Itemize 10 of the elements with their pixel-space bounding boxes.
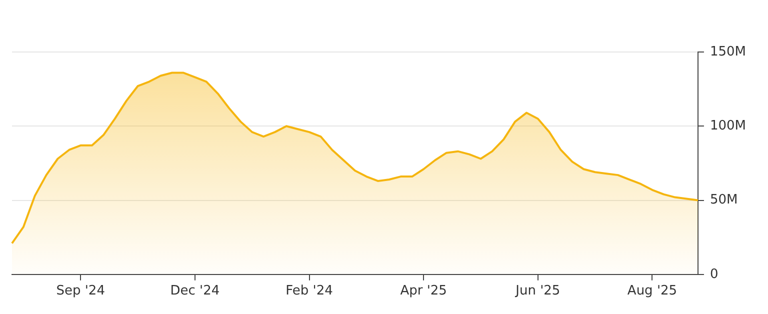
y-tick-label: 50M bbox=[710, 192, 738, 208]
x-tick-label: Aug '25 bbox=[627, 284, 678, 299]
y-tick-label: 150M bbox=[710, 44, 746, 60]
x-tick-label: Feb '24 bbox=[286, 284, 333, 299]
y-tick-label: 0 bbox=[710, 266, 718, 282]
x-tick-label: Sep '24 bbox=[56, 284, 105, 299]
x-tick-label: Jun '25 bbox=[514, 284, 560, 299]
x-tick-label: Dec '24 bbox=[170, 284, 220, 299]
x-tick-label: Apr '25 bbox=[400, 284, 447, 299]
y-tick-label: 100M bbox=[710, 118, 746, 134]
